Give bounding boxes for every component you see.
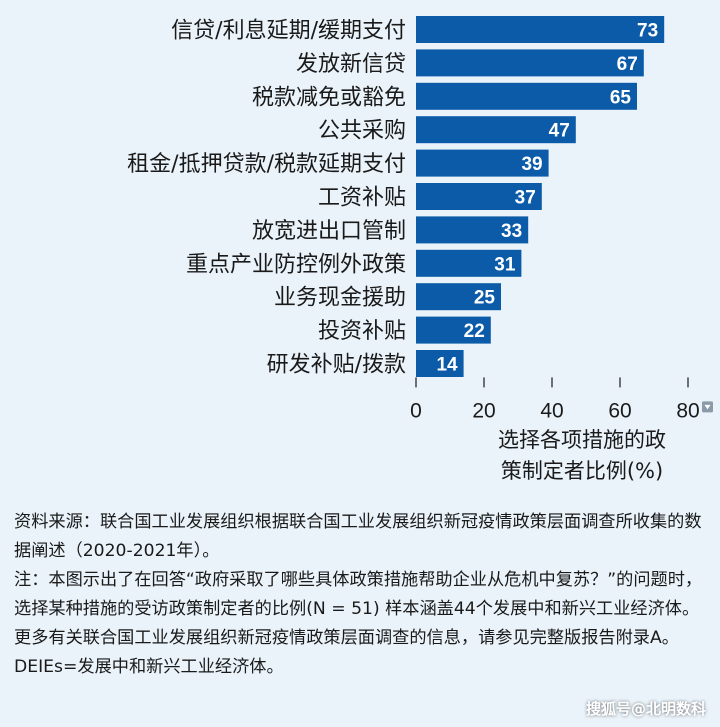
bar-6 (416, 216, 529, 244)
bar-chart: 信贷/利息延期/缓期支付发放新信贷税款减免或豁免公共采购租金/抵押贷款/税款延期… (127, 16, 713, 483)
category-label-7: 重点产业防控例外政策 (186, 252, 406, 277)
value-label-6: 33 (501, 221, 522, 242)
category-label-10: 研发补贴/拨款 (267, 353, 406, 378)
x-tick-label-0: 0 (410, 399, 422, 422)
notes-block: 资料来源：联合国工业发展组织根据联合国工业发展组织新冠疫情政策层面调查所收集的数… (14, 508, 714, 682)
x-axis: 0 20 40 60 80 (410, 377, 713, 422)
category-label-6: 放宽进出口管制 (252, 219, 406, 244)
bar-0 (416, 16, 665, 43)
category-label-0: 信贷/利息延期/缓期支付 (171, 19, 406, 44)
category-label-5: 工资补贴 (318, 186, 406, 211)
bar-1 (416, 49, 644, 77)
watermark: 搜狐号@北明数科 (585, 700, 706, 718)
value-labels: 73 67 65 47 39 37 33 31 25 22 14 (436, 21, 658, 376)
footnote: 注：本图示出了在回答“政府采取了哪些具体政策措施帮助企业从危机中复苏？”的问题时… (14, 570, 703, 677)
category-label-9: 投资补贴 (318, 319, 406, 344)
x-tick-label-4: 80 (676, 399, 699, 422)
category-labels: 信贷/利息延期/缓期支付发放新信贷税款减免或豁免公共采购租金/抵押贷款/税款延期… (127, 19, 406, 378)
bar-2 (416, 82, 637, 110)
value-label-0: 73 (637, 21, 658, 42)
value-label-8: 25 (474, 288, 496, 309)
value-label-9: 22 (464, 321, 485, 342)
bar-9 (416, 316, 491, 344)
bar-3 (416, 116, 576, 144)
axis-arrow-icon (702, 401, 713, 413)
x-tick-label-2: 40 (540, 399, 563, 422)
category-label-3: 公共采购 (318, 119, 406, 144)
value-label-2: 65 (610, 87, 632, 108)
value-label-5: 37 (515, 188, 536, 209)
value-label-3: 47 (549, 121, 570, 142)
category-label-8: 业务现金援助 (274, 286, 406, 311)
x-tick-label-1: 20 (472, 399, 495, 422)
bars-group (416, 16, 665, 377)
x-axis-label-line2: 策制定者比例(%) (501, 459, 663, 483)
bar-10 (416, 350, 464, 377)
x-tick-label-3: 60 (608, 399, 631, 422)
bar-7 (416, 249, 522, 277)
value-label-4: 39 (521, 154, 542, 175)
value-label-7: 31 (494, 254, 516, 275)
category-label-4: 租金/抵押贷款/税款延期支付 (127, 152, 406, 177)
category-label-1: 发放新信贷 (296, 52, 406, 77)
source-note: 资料来源：联合国工业发展组织根据联合国工业发展组织新冠疫情政策层面调查所收集的数… (14, 512, 702, 561)
value-label-10: 14 (436, 355, 458, 376)
value-label-1: 67 (617, 54, 638, 75)
bar-8 (416, 283, 501, 311)
x-axis-label-line1: 选择各项措施的政 (498, 428, 666, 452)
bar-5 (416, 183, 542, 210)
category-label-2: 税款减免或豁免 (252, 85, 406, 110)
bar-4 (416, 149, 549, 177)
